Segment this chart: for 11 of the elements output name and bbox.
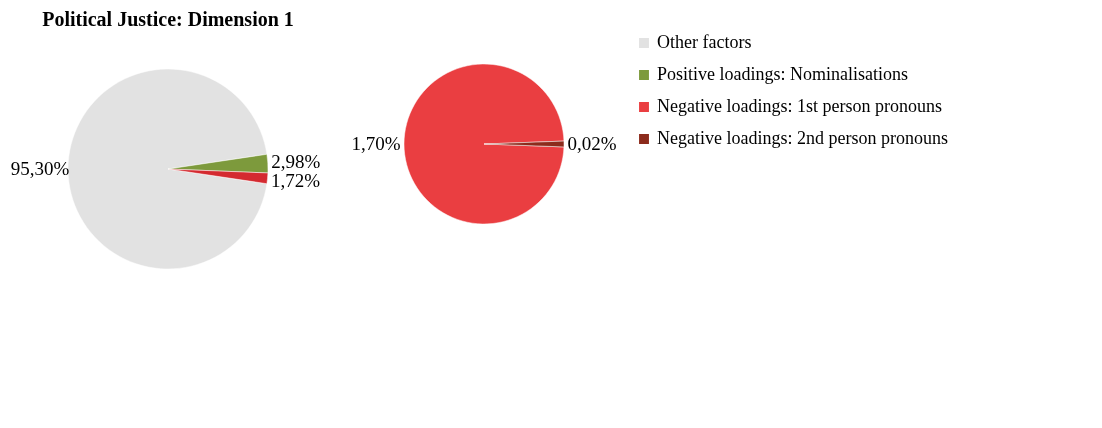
legend-label: Positive loadings: Nominalisations xyxy=(657,64,908,84)
pie-slice xyxy=(67,68,268,270)
chart-title: Political Justice: Dimension 1 xyxy=(42,8,294,30)
pie-slice xyxy=(403,63,565,225)
legend-label: Negative loadings: 2nd person pronouns xyxy=(657,128,948,148)
data-label: 2,98% xyxy=(271,151,321,173)
data-label: 1,70% xyxy=(351,133,401,154)
legend-label: Negative loadings: 1st person pronouns xyxy=(657,96,942,116)
legend-label: Other factors xyxy=(657,32,752,52)
data-label: 95,30% xyxy=(10,158,70,179)
data-label: 0,02% xyxy=(567,133,617,154)
